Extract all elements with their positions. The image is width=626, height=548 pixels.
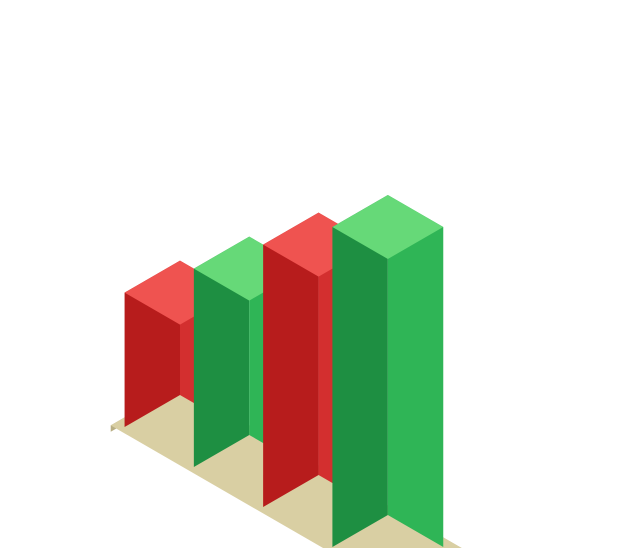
isometric-bar-chart <box>0 0 626 548</box>
